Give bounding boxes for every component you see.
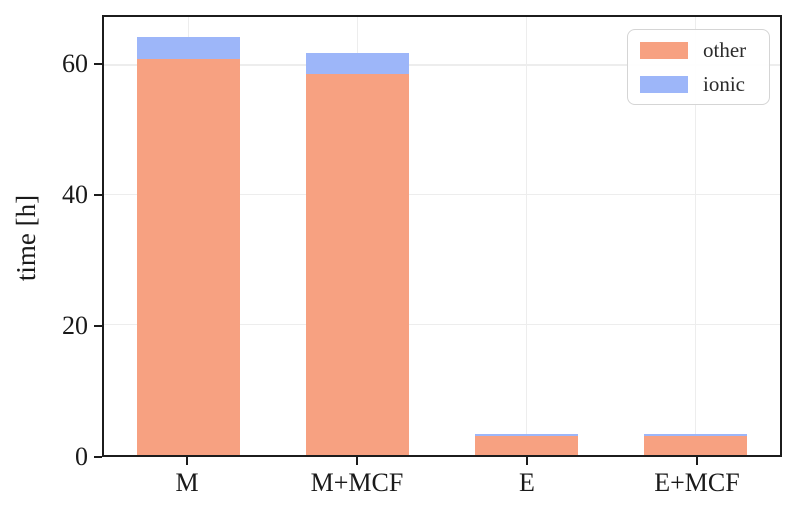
bar-segment-ionic-M [136, 37, 241, 59]
bar-segment-ionic-E+MCF [643, 434, 748, 437]
bar-segment-ionic-E [474, 434, 579, 437]
bar-segment-other-E+MCF [643, 436, 748, 455]
x-tick-mark [186, 457, 188, 465]
y-tick-mark [94, 456, 102, 458]
bar-segment-other-M+MCF [305, 74, 410, 455]
bar-segment-ionic-M+MCF [305, 53, 410, 75]
legend: other ionic [627, 29, 770, 105]
y-tick-mark [94, 63, 102, 66]
gridline-vertical [525, 17, 528, 455]
gridline-horizontal [104, 323, 780, 326]
gridline-horizontal [104, 193, 780, 196]
x-tick-mark [526, 457, 528, 465]
x-tick-label: E+MCF [654, 468, 740, 497]
legend-entry-ionic: ionic [640, 73, 757, 95]
x-tick-label: M [175, 468, 199, 497]
y-tick-mark [94, 194, 102, 197]
y-tick-label: 40 [62, 180, 88, 210]
y-tick-label: 60 [62, 49, 88, 79]
bar-segment-other-M [136, 58, 241, 455]
gridline-vertical [694, 17, 697, 455]
legend-swatch-other [640, 41, 688, 59]
y-tick-mark [94, 325, 102, 328]
bar-segment-other-E [474, 436, 579, 455]
y-tick-label: 20 [62, 311, 88, 341]
x-tick-label: E [519, 468, 535, 497]
x-tick-label: M+MCF [310, 468, 404, 497]
x-tick-mark [356, 457, 358, 465]
y-tick-label: 0 [75, 442, 88, 471]
gridline-horizontal [104, 64, 780, 66]
x-tick-mark [696, 457, 698, 465]
legend-label-other: other [703, 38, 747, 62]
legend-label-ionic: ionic [703, 72, 745, 96]
legend-swatch-ionic [640, 75, 688, 93]
legend-entry-other: other [640, 39, 757, 61]
plot-area: other ionic [102, 15, 782, 457]
